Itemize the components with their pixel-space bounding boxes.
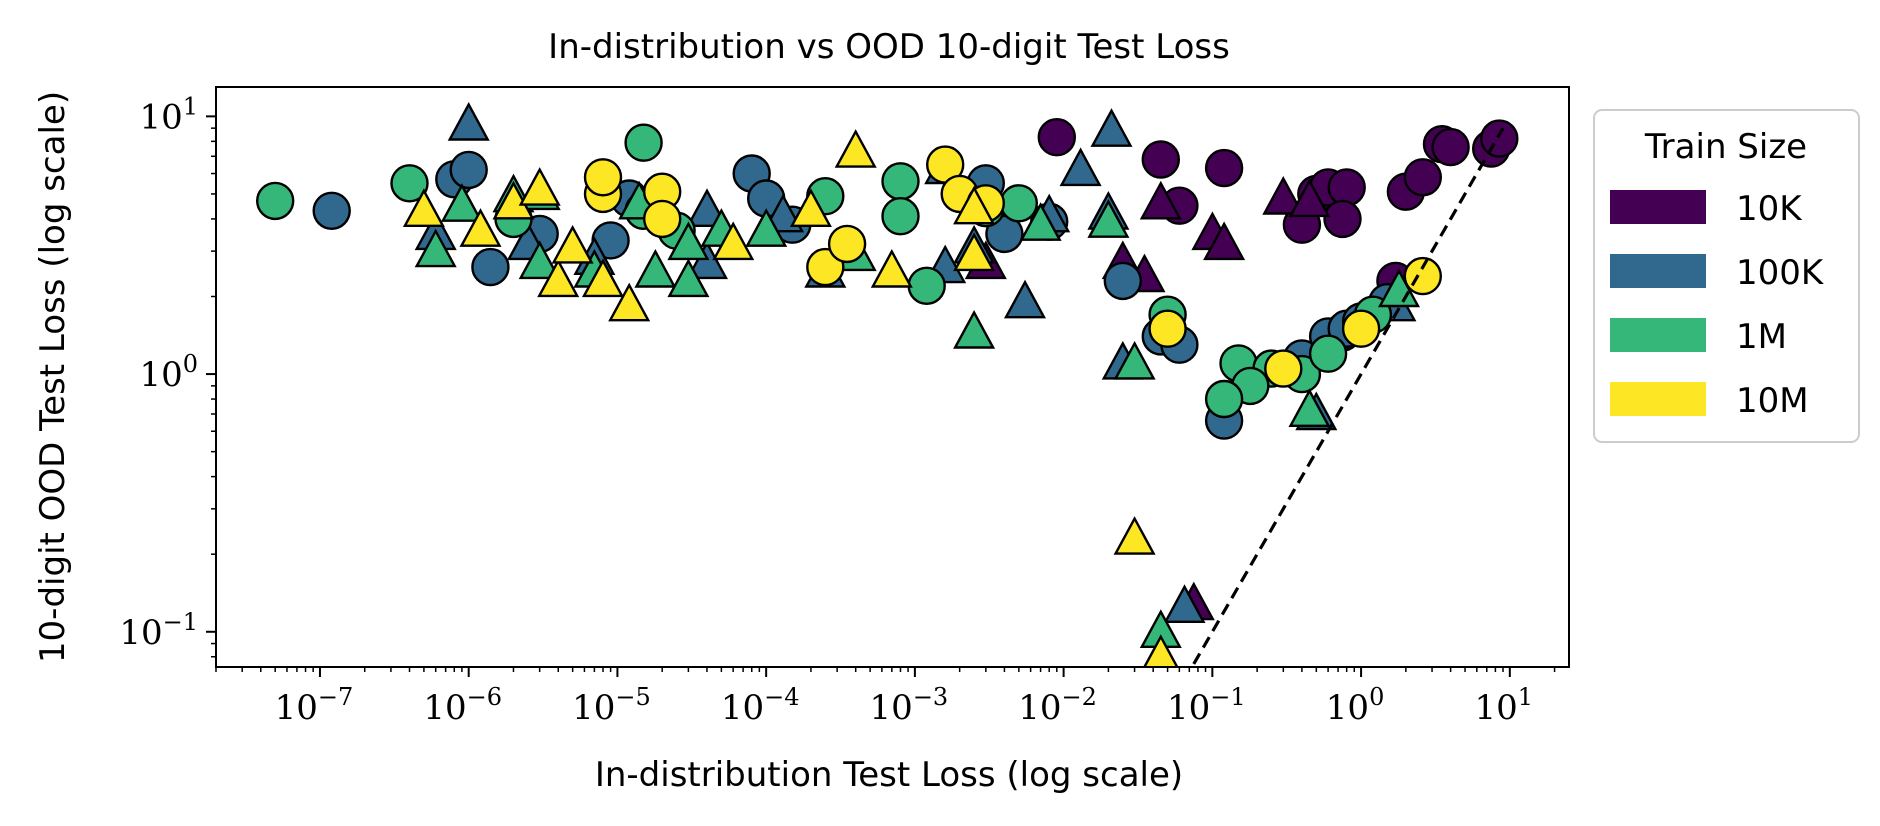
point-circle-1m-3 bbox=[624, 123, 663, 162]
point-circle-10k-12 bbox=[1431, 127, 1470, 167]
point-triangle-100k-5 bbox=[685, 240, 729, 280]
point-circle-10k-0 bbox=[1037, 117, 1077, 157]
point-circle-10k-14 bbox=[1480, 119, 1519, 158]
point-circle-10m-5 bbox=[827, 224, 867, 264]
point-circle-1m-11 bbox=[999, 184, 1038, 223]
x-tick-label-5: 10−2 bbox=[1018, 683, 1097, 728]
point-triangle-1m-3 bbox=[518, 240, 561, 280]
point-triangle-100k-13 bbox=[1059, 147, 1102, 187]
point-triangle-1m-9 bbox=[667, 221, 710, 261]
legend-title: Train Size bbox=[1644, 127, 1807, 167]
point-triangle-10m-10 bbox=[834, 129, 877, 168]
point-circle-1m-7 bbox=[881, 162, 920, 201]
x-tick-label-1: 10−6 bbox=[423, 683, 502, 728]
legend-swatch-100k bbox=[1610, 254, 1706, 288]
point-circle-100k-3 bbox=[471, 247, 510, 287]
point-circle-10m-3 bbox=[643, 199, 682, 239]
point-circle-10k-3 bbox=[1204, 148, 1244, 188]
point-circle-1m-9 bbox=[907, 266, 946, 305]
y-tick-label-2: 101 bbox=[139, 92, 198, 137]
legend-label-10m: 10M bbox=[1736, 381, 1809, 421]
x-axis-label: In-distribution Test Loss (log scale) bbox=[595, 755, 1183, 795]
point-circle-1m-18 bbox=[1308, 334, 1348, 373]
reference-line bbox=[1192, 127, 1505, 665]
x-axis: 10−7 10−6 10−5 10−4 10−3 10−2 10−1 100 101 bbox=[215, 667, 1556, 728]
point-triangle-1m-8 bbox=[667, 258, 710, 298]
point-triangle-10m-1 bbox=[459, 208, 502, 247]
point-triangle-10m-14 bbox=[1113, 516, 1156, 555]
x-tick-label-3: 10−4 bbox=[721, 683, 800, 728]
point-circle-1m-16 bbox=[1204, 379, 1244, 419]
point-triangle-1m-16 bbox=[1113, 340, 1156, 380]
y-axis-label: 10-digit OOD Test Loss (log scale) bbox=[33, 91, 73, 663]
point-circle-10k-1 bbox=[1141, 140, 1181, 179]
y-tick-label-1: 100 bbox=[139, 350, 198, 395]
point-circle-1m-1 bbox=[390, 164, 429, 203]
point-triangle-10m-11 bbox=[870, 248, 913, 288]
point-triangle-1m-15 bbox=[1087, 199, 1130, 238]
point-triangle-10m-4 bbox=[537, 258, 580, 298]
point-triangle-10m-6 bbox=[581, 258, 625, 298]
point-circle-100k-2 bbox=[449, 150, 488, 190]
legend-swatch-10m bbox=[1610, 382, 1706, 416]
point-triangle-10m-12 bbox=[953, 185, 996, 225]
legend-label-10k: 10K bbox=[1736, 189, 1803, 229]
point-triangle-10k-3 bbox=[1139, 180, 1182, 220]
point-circle-10m-9 bbox=[1148, 309, 1187, 348]
point-triangle-10m-13 bbox=[953, 232, 996, 272]
point-circle-10m-11 bbox=[1341, 309, 1381, 348]
x-tick-label-8: 101 bbox=[1475, 683, 1534, 728]
point-triangle-1m-11 bbox=[745, 208, 788, 247]
y-axis: 10−1 100 101 bbox=[119, 92, 216, 658]
point-triangle-10m-9 bbox=[789, 188, 832, 228]
chart-title: In-distribution vs OOD 10-digit Test Los… bbox=[548, 27, 1230, 67]
point-triangle-100k-11 bbox=[1003, 279, 1047, 319]
point-circle-10k-8 bbox=[1323, 199, 1362, 239]
point-triangle-10k-6 bbox=[1262, 175, 1305, 215]
x-tick-label-0: 10−7 bbox=[275, 683, 354, 728]
x-tick-label-2: 10−5 bbox=[572, 683, 651, 728]
point-triangle-10m-5 bbox=[551, 224, 594, 264]
point-triangle-10m-0 bbox=[402, 188, 445, 228]
point-triangle-10k-7 bbox=[1288, 178, 1331, 218]
x-tick-label-4: 10−3 bbox=[870, 683, 949, 728]
legend-label-1m: 1M bbox=[1736, 317, 1787, 357]
legend-swatch-1m bbox=[1610, 318, 1706, 352]
legend-entries: 10K 100K 1M 10M bbox=[1610, 189, 1825, 421]
x-tick-label-6: 10−1 bbox=[1167, 683, 1246, 728]
x-tick-label-7: 100 bbox=[1326, 683, 1385, 728]
point-circle-10m-1 bbox=[583, 158, 623, 197]
legend-swatch-10k bbox=[1610, 190, 1706, 224]
point-triangle-1m-7 bbox=[634, 248, 677, 288]
point-circle-10k-7 bbox=[1327, 168, 1366, 207]
point-triangle-1m-0 bbox=[414, 228, 457, 268]
point-triangle-10m-15 bbox=[1143, 634, 1179, 667]
point-triangle-100k-4 bbox=[685, 188, 729, 228]
point-circle-10k-10 bbox=[1403, 158, 1443, 197]
point-triangle-10k-5 bbox=[1203, 221, 1246, 261]
point-triangle-100k-0 bbox=[447, 101, 490, 141]
data-marks bbox=[256, 101, 1519, 667]
point-triangle-10m-3 bbox=[518, 167, 561, 206]
point-triangle-100k-15 bbox=[1090, 108, 1133, 147]
legend: Train Size 10K 100K 1M 10M bbox=[1593, 109, 1860, 443]
point-circle-10m-10 bbox=[1264, 349, 1303, 388]
point-triangle-10m-8 bbox=[712, 221, 755, 261]
point-triangle-1m-18 bbox=[1288, 388, 1331, 427]
point-circle-1m-0 bbox=[256, 181, 295, 221]
point-circle-100k-0 bbox=[312, 191, 351, 231]
y-tick-label-0: 10−1 bbox=[119, 608, 198, 653]
point-triangle-1m-14 bbox=[1019, 202, 1062, 241]
point-triangle-1m-1 bbox=[440, 183, 483, 222]
point-circle-100k-13 bbox=[1103, 261, 1143, 301]
point-circle-1m-8 bbox=[881, 196, 920, 236]
legend-label-100k: 100K bbox=[1736, 253, 1825, 293]
point-triangle-100k-19 bbox=[1163, 584, 1206, 623]
point-triangle-1m-13 bbox=[953, 309, 996, 349]
point-circle-10m-12 bbox=[1403, 256, 1443, 296]
point-triangle-10m-7 bbox=[608, 282, 651, 322]
